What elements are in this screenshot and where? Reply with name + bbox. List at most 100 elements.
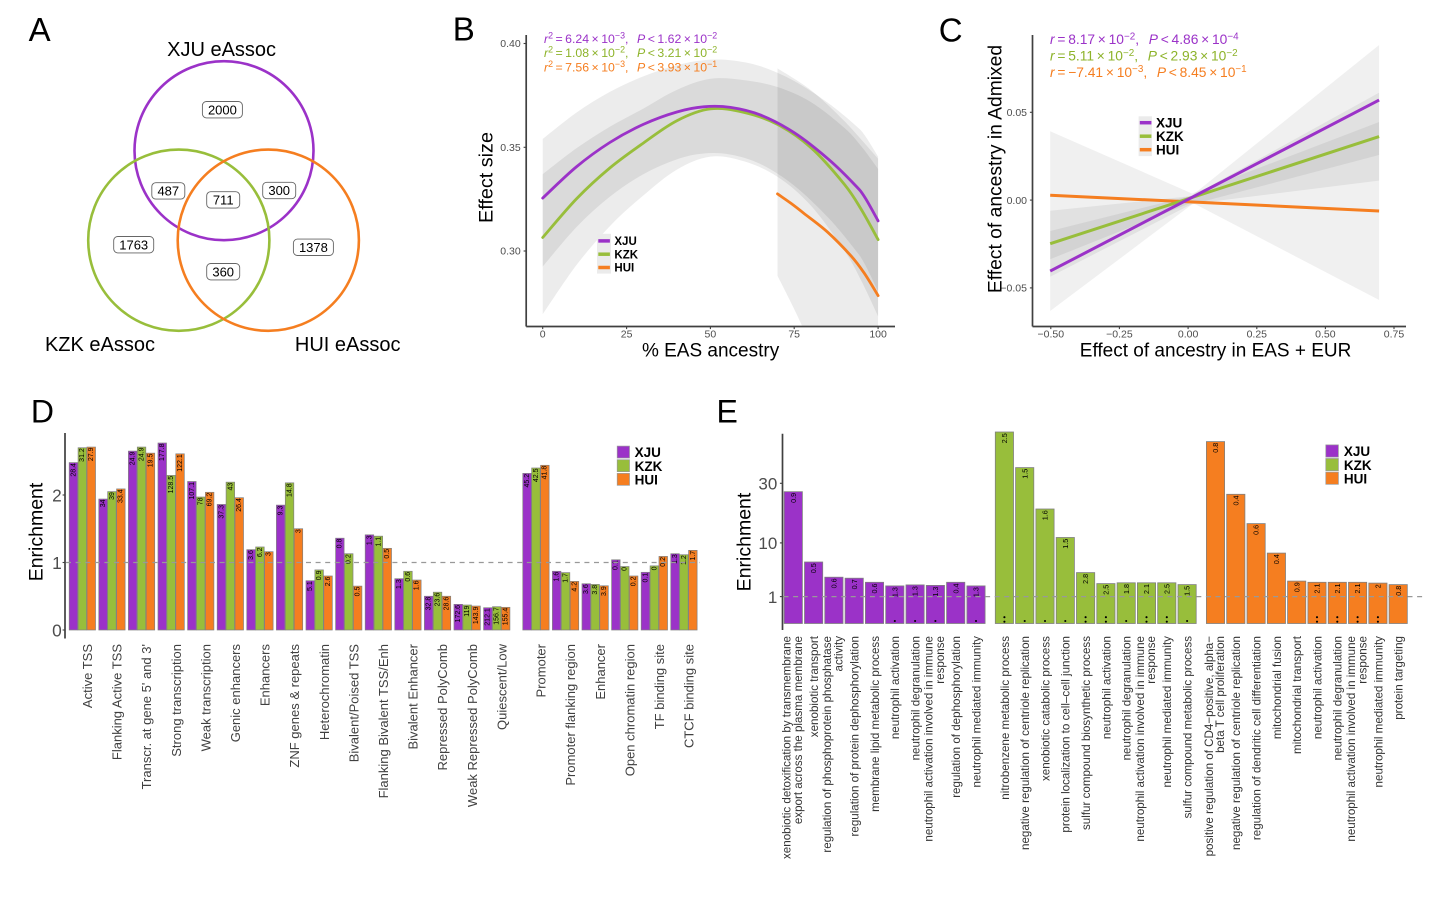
svg-text:Effect of ancestry in Admixed: Effect of ancestry in Admixed: [985, 45, 1006, 293]
svg-text:156.7: 156.7: [494, 607, 501, 625]
svg-text:neutrophil activation: neutrophil activation: [1100, 636, 1113, 739]
svg-text:Bivalent Enhancer: Bivalent Enhancer: [406, 643, 421, 749]
svg-text:Flanking Active TSS: Flanking Active TSS: [110, 644, 125, 760]
svg-text:0.6: 0.6: [870, 584, 879, 594]
svg-text:1.2: 1.2: [681, 555, 688, 565]
svg-text:0.9: 0.9: [789, 493, 798, 503]
svg-text:30: 30: [758, 475, 777, 494]
svg-text:27.9: 27.9: [88, 447, 95, 461]
svg-text:14.8: 14.8: [287, 483, 294, 497]
svg-text:6.2: 6.2: [257, 547, 264, 557]
svg-text:1.8: 1.8: [1122, 584, 1131, 594]
svg-text:0.5: 0.5: [355, 586, 362, 596]
svg-text:100: 100: [869, 328, 887, 340]
svg-text:25: 25: [621, 328, 633, 340]
svg-text:0.9: 0.9: [316, 570, 323, 580]
svg-text:1.3: 1.3: [931, 587, 940, 597]
svg-text:HUI: HUI: [1344, 471, 1367, 486]
svg-text:1.5: 1.5: [1183, 586, 1192, 596]
svg-text:2.1: 2.1: [1333, 584, 1342, 594]
svg-text:−0.50: −0.50: [1038, 328, 1065, 340]
svg-text:2.6: 2.6: [325, 576, 332, 586]
svg-text:33.4: 33.4: [118, 489, 125, 503]
svg-text:r = 8.17 × 10−2, P < 4.86 × 1: r = 8.17 × 10−2, P < 4.86 × 10−4: [1050, 31, 1239, 47]
svg-text:0.05: 0.05: [1007, 107, 1028, 119]
svg-text:75: 75: [788, 328, 800, 340]
svg-text:2: 2: [1374, 584, 1383, 588]
svg-text:HUI: HUI: [1156, 143, 1179, 158]
svg-text:0.1: 0.1: [613, 560, 620, 570]
svg-text:31.2: 31.2: [79, 448, 86, 462]
svg-text:0.4: 0.4: [1272, 554, 1281, 564]
svg-text:2.8: 2.8: [1081, 574, 1090, 584]
svg-text:XJU: XJU: [614, 236, 636, 248]
svg-text:Enhancer: Enhancer: [593, 643, 608, 699]
svg-text:0: 0: [622, 567, 629, 571]
svg-text:128.5: 128.5: [168, 476, 175, 494]
svg-text:ZNF genes & repeats: ZNF genes & repeats: [287, 644, 302, 768]
svg-text:neutrophil activation involved: neutrophil activation involved in immune: [923, 636, 936, 842]
svg-text:Bivalent/Poised TSS: Bivalent/Poised TSS: [346, 644, 361, 763]
svg-text:regulation of dephosphorylatio: regulation of dephosphorylation: [950, 636, 963, 798]
svg-text:regulation of protein dephosph: regulation of protein dephosphorylation: [849, 636, 862, 836]
svg-text:42.5: 42.5: [533, 468, 540, 482]
svg-text:neutrophil activation: neutrophil activation: [1311, 636, 1324, 739]
svg-text:0.75: 0.75: [1384, 328, 1405, 340]
svg-text:1.5: 1.5: [1061, 539, 1070, 549]
svg-text:neutrophil activation involved: neutrophil activation involved in immune: [1134, 636, 1147, 842]
svg-text:41.8: 41.8: [542, 466, 549, 480]
svg-text:neutrophil activation: neutrophil activation: [889, 636, 902, 739]
svg-text:activity: activity: [833, 636, 846, 672]
svg-text:1.3: 1.3: [366, 535, 373, 545]
svg-text:mitochondrial fusion: mitochondrial fusion: [1271, 636, 1284, 739]
svg-text:1: 1: [52, 553, 62, 573]
svg-text:r2 = 6.24 × 10−3, P < 1.62 ×: r2 = 6.24 × 10−3, P < 1.62 × 10−2: [544, 30, 717, 46]
svg-text:1.5: 1.5: [1020, 469, 1029, 479]
svg-text:107.1: 107.1: [189, 482, 196, 500]
svg-text:19.5: 19.5: [147, 453, 154, 467]
svg-text:28.6: 28.6: [443, 597, 450, 611]
svg-text:HUI: HUI: [635, 473, 658, 488]
svg-text:0.00: 0.00: [1178, 328, 1199, 340]
svg-text:10: 10: [758, 534, 777, 553]
svg-text:37.3: 37.3: [218, 505, 225, 519]
svg-text:0.2: 0.2: [346, 554, 353, 564]
svg-text:0.35: 0.35: [500, 142, 521, 154]
svg-text:% EAS ancestry: % EAS ancestry: [642, 340, 780, 361]
svg-text:2.5: 2.5: [1000, 433, 1009, 443]
svg-text:neutrophil degranulation: neutrophil degranulation: [1332, 636, 1345, 760]
svg-text:0.6: 0.6: [405, 572, 412, 582]
svg-text:3.6: 3.6: [583, 584, 590, 594]
svg-text:Weak Repressed PolyComb: Weak Repressed PolyComb: [465, 644, 480, 807]
svg-text:0.8: 0.8: [1211, 443, 1220, 453]
svg-text:response: response: [1356, 636, 1369, 684]
svg-text:0.6: 0.6: [830, 578, 839, 588]
svg-text:69.2: 69.2: [207, 493, 214, 507]
svg-text:B: B: [453, 11, 475, 48]
svg-text:Enrichment: Enrichment: [733, 492, 755, 591]
svg-text:Open chromatin region: Open chromatin region: [622, 644, 637, 776]
svg-text:KZK eAssoc: KZK eAssoc: [45, 334, 155, 356]
svg-text:0.5: 0.5: [809, 563, 818, 573]
svg-text:1.1: 1.1: [375, 537, 382, 547]
svg-text:r = −7.41 × 10−3, P < 8.45 ×: r = −7.41 × 10−3, P < 8.45 × 10−1: [1050, 64, 1247, 80]
svg-text:CTCF binding site: CTCF binding site: [682, 644, 697, 748]
svg-text:1.7: 1.7: [562, 573, 569, 583]
svg-text:3.6: 3.6: [248, 550, 255, 560]
svg-text:3: 3: [266, 552, 273, 556]
svg-text:Effect of ancestry in EAS + EU: Effect of ancestry in EAS + EUR: [1080, 340, 1352, 361]
svg-text:negative regulation of centrio: negative regulation of centriole replica…: [1230, 636, 1243, 850]
svg-text:4.2: 4.2: [571, 582, 578, 592]
svg-text:2.5: 2.5: [1102, 585, 1111, 595]
svg-text:response: response: [1145, 636, 1158, 684]
svg-text:response: response: [934, 636, 947, 684]
svg-text:regulation of dendritic cell d: regulation of dendritic cell differentia…: [1251, 636, 1264, 840]
svg-text:Repressed PolyComb: Repressed PolyComb: [435, 644, 450, 770]
svg-text:neutrophil mediated immunity: neutrophil mediated immunity: [1161, 636, 1174, 788]
svg-text:0: 0: [651, 566, 658, 570]
svg-text:neutrophil degranulation: neutrophil degranulation: [1121, 636, 1134, 760]
svg-text:23.6: 23.6: [434, 593, 441, 607]
svg-text:1.6: 1.6: [1041, 510, 1050, 520]
svg-text:34: 34: [100, 499, 107, 507]
svg-text:Enhancers: Enhancers: [258, 644, 273, 707]
